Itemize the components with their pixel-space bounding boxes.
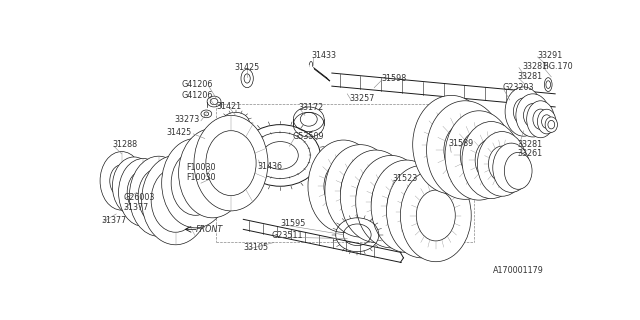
Ellipse shape	[194, 116, 268, 211]
Ellipse shape	[524, 104, 542, 127]
Text: G23203: G23203	[502, 83, 534, 92]
Ellipse shape	[430, 117, 472, 172]
Text: 33291: 33291	[538, 51, 563, 60]
Text: G41206: G41206	[182, 80, 213, 89]
Ellipse shape	[548, 120, 555, 129]
Ellipse shape	[118, 158, 168, 226]
Ellipse shape	[516, 94, 550, 137]
Text: 33273: 33273	[174, 115, 199, 124]
Ellipse shape	[505, 87, 542, 136]
Ellipse shape	[356, 171, 396, 222]
Text: FRONT: FRONT	[196, 225, 223, 234]
Text: 31425: 31425	[234, 63, 260, 72]
Text: 33172: 33172	[299, 103, 324, 112]
Ellipse shape	[151, 168, 200, 232]
Text: F10030: F10030	[186, 163, 216, 172]
Ellipse shape	[460, 131, 497, 180]
Ellipse shape	[371, 160, 442, 252]
Ellipse shape	[110, 165, 134, 197]
Ellipse shape	[545, 117, 557, 132]
Ellipse shape	[387, 181, 426, 232]
Text: 33281: 33281	[517, 72, 543, 81]
Ellipse shape	[527, 101, 554, 138]
Text: 33281: 33281	[522, 62, 547, 71]
Ellipse shape	[324, 161, 363, 212]
Ellipse shape	[310, 61, 312, 68]
Text: G26003: G26003	[123, 193, 154, 202]
Text: 31598: 31598	[382, 74, 407, 83]
Text: 31288: 31288	[113, 140, 138, 149]
Ellipse shape	[356, 156, 427, 248]
Ellipse shape	[206, 131, 256, 196]
Text: 33281: 33281	[517, 140, 543, 149]
Text: G41206: G41206	[182, 91, 213, 100]
Text: 31421: 31421	[216, 102, 241, 111]
Ellipse shape	[127, 170, 159, 214]
Ellipse shape	[533, 109, 548, 129]
Ellipse shape	[141, 156, 209, 245]
Text: 33261: 33261	[517, 149, 543, 158]
Ellipse shape	[162, 139, 230, 228]
Text: FIG.170: FIG.170	[542, 62, 573, 71]
Ellipse shape	[538, 109, 556, 134]
Ellipse shape	[445, 111, 513, 200]
Text: 31377: 31377	[123, 203, 148, 212]
Ellipse shape	[462, 122, 520, 198]
Text: 31589: 31589	[448, 139, 474, 148]
Ellipse shape	[129, 156, 188, 236]
Ellipse shape	[413, 95, 490, 194]
Ellipse shape	[475, 139, 508, 181]
Text: G23511: G23511	[271, 231, 303, 240]
Text: G53509: G53509	[292, 132, 324, 141]
Ellipse shape	[416, 190, 455, 241]
Ellipse shape	[100, 152, 143, 210]
Ellipse shape	[325, 145, 396, 237]
Ellipse shape	[427, 101, 504, 199]
Text: 31595: 31595	[280, 219, 306, 228]
Ellipse shape	[113, 157, 156, 215]
Text: F10030: F10030	[186, 172, 216, 181]
Ellipse shape	[372, 176, 411, 227]
Ellipse shape	[444, 123, 486, 177]
Ellipse shape	[401, 169, 471, 262]
Text: 33257: 33257	[349, 94, 375, 103]
Ellipse shape	[488, 146, 516, 182]
Ellipse shape	[493, 143, 530, 192]
Ellipse shape	[308, 140, 379, 232]
Text: 31523: 31523	[393, 174, 418, 183]
Text: 31436: 31436	[257, 162, 282, 171]
Ellipse shape	[138, 168, 179, 224]
Ellipse shape	[403, 186, 442, 237]
Ellipse shape	[387, 165, 458, 258]
Text: 31433: 31433	[311, 51, 336, 60]
Text: 31425: 31425	[166, 128, 191, 137]
Text: 33105: 33105	[243, 243, 268, 252]
Ellipse shape	[504, 152, 532, 189]
Ellipse shape	[179, 129, 246, 218]
Ellipse shape	[513, 98, 534, 125]
Ellipse shape	[541, 115, 552, 128]
Text: 31377: 31377	[102, 216, 127, 225]
Ellipse shape	[340, 150, 411, 243]
Text: A170001179: A170001179	[493, 267, 543, 276]
Ellipse shape	[477, 132, 527, 196]
Ellipse shape	[122, 170, 146, 202]
Ellipse shape	[171, 151, 220, 215]
Ellipse shape	[341, 165, 380, 216]
